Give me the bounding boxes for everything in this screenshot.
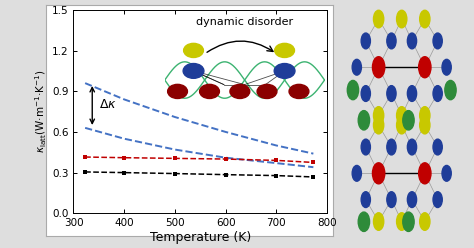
Circle shape bbox=[397, 213, 407, 230]
Text: $\Delta\kappa$: $\Delta\kappa$ bbox=[100, 98, 117, 111]
Circle shape bbox=[445, 80, 456, 100]
Circle shape bbox=[407, 86, 417, 101]
Circle shape bbox=[403, 212, 414, 231]
Circle shape bbox=[358, 212, 370, 231]
Circle shape bbox=[433, 33, 442, 49]
Circle shape bbox=[373, 163, 385, 184]
Circle shape bbox=[419, 107, 430, 124]
Circle shape bbox=[419, 163, 431, 184]
Circle shape bbox=[419, 57, 431, 78]
Circle shape bbox=[397, 116, 407, 134]
Circle shape bbox=[347, 80, 359, 100]
Circle shape bbox=[407, 33, 417, 49]
Circle shape bbox=[373, 57, 385, 78]
Circle shape bbox=[433, 139, 442, 155]
Circle shape bbox=[419, 116, 430, 134]
Circle shape bbox=[361, 192, 370, 208]
Circle shape bbox=[407, 139, 417, 155]
Circle shape bbox=[419, 10, 430, 28]
Y-axis label: $\kappa_{\rm latt}$(W·m$^{-1}$·K$^{-1}$): $\kappa_{\rm latt}$(W·m$^{-1}$·K$^{-1}$) bbox=[34, 70, 49, 154]
Circle shape bbox=[374, 10, 384, 28]
Circle shape bbox=[397, 10, 407, 28]
Circle shape bbox=[361, 33, 370, 49]
Circle shape bbox=[403, 111, 414, 130]
Circle shape bbox=[407, 192, 417, 208]
Circle shape bbox=[387, 33, 396, 49]
Circle shape bbox=[374, 213, 384, 230]
Circle shape bbox=[374, 116, 384, 134]
Circle shape bbox=[352, 165, 361, 181]
Circle shape bbox=[387, 192, 396, 208]
Circle shape bbox=[352, 59, 361, 75]
Circle shape bbox=[433, 192, 442, 208]
Circle shape bbox=[433, 86, 442, 101]
Circle shape bbox=[374, 107, 384, 124]
Circle shape bbox=[442, 165, 451, 181]
X-axis label: Temperature (K): Temperature (K) bbox=[150, 231, 251, 244]
Circle shape bbox=[419, 213, 430, 230]
Circle shape bbox=[387, 86, 396, 101]
Circle shape bbox=[361, 139, 370, 155]
Circle shape bbox=[358, 111, 370, 130]
Circle shape bbox=[361, 86, 370, 101]
Circle shape bbox=[397, 107, 407, 124]
Circle shape bbox=[387, 139, 396, 155]
Circle shape bbox=[442, 59, 451, 75]
